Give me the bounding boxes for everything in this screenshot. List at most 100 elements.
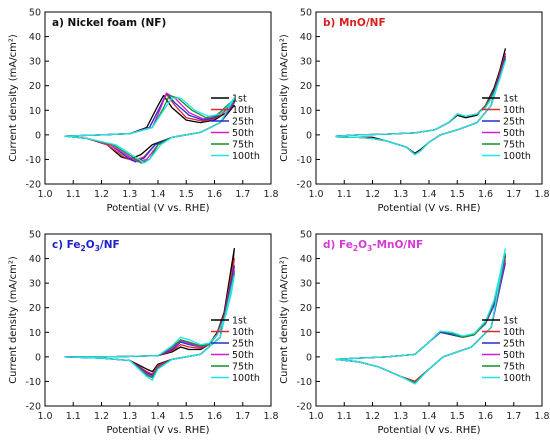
series-line-50th — [335, 257, 506, 384]
legend-label: 100th — [232, 151, 260, 162]
y-tick-label: 50 — [300, 230, 312, 241]
series-line-25th — [335, 55, 506, 156]
x-tick-label: 1.3 — [122, 411, 137, 422]
x-tick-label: 1.0 — [308, 189, 323, 200]
y-tick-label: -10 — [25, 155, 41, 166]
series-line-50th — [335, 58, 506, 156]
legend-label: 10th — [232, 327, 254, 338]
chart-panel-2: 1.0 1.1 1.2 1.3 1.4 1.5 1.6 1.7 1.8 -20 -10 0 10 20 30… — [279, 8, 550, 215]
chart-panel-4: 1.0 1.1 1.2 1.3 1.4 1.5 1.6 1.7 1.8 -20 -10 0 10 20 30… — [279, 230, 550, 437]
legend-label: 100th — [232, 373, 260, 384]
legend-label: 25th — [503, 117, 525, 128]
x-tick-label: 1.5 — [450, 411, 465, 422]
y-tick-label: 30 — [29, 57, 41, 68]
x-tick-label: 1.4 — [150, 411, 165, 422]
series-line-100th — [64, 97, 235, 164]
y-tick-label: 50 — [29, 8, 41, 19]
y-tick-label: 30 — [300, 279, 312, 290]
y-tick-label: 30 — [29, 279, 41, 290]
series-line-10th — [335, 53, 506, 156]
y-tick-label: 20 — [29, 81, 41, 92]
x-axis-label: Potential (V vs. RHE) — [106, 203, 209, 214]
x-tick-label: 1.6 — [207, 189, 222, 200]
x-tick-label: 1.8 — [534, 189, 549, 200]
legend-label: 1st — [503, 94, 518, 105]
legend-label: 1st — [232, 94, 247, 105]
series-line-1st — [64, 248, 235, 373]
legend-label: 25th — [232, 339, 254, 350]
legend-label: 75th — [503, 140, 525, 151]
x-tick-label: 1.6 — [478, 189, 493, 200]
y-tick-label: -20 — [296, 180, 312, 191]
y-tick-label: -20 — [296, 402, 312, 413]
x-tick-label: 1.7 — [235, 411, 250, 422]
legend-label: 75th — [232, 140, 254, 151]
y-tick-label: 40 — [300, 32, 312, 43]
x-tick-label: 1.4 — [421, 189, 436, 200]
y-axis-label: Current density (mA/cm²) — [279, 256, 290, 384]
x-tick-label: 1.3 — [393, 189, 408, 200]
y-tick-label: 20 — [300, 303, 312, 314]
panel-title: d) Fe2​O3​-MnO/NF — [323, 239, 423, 253]
legend-label: 75th — [232, 362, 254, 373]
y-axis-label: Current density (mA/cm²) — [8, 256, 19, 384]
y-tick-label: -10 — [296, 377, 312, 388]
panel-title: b) MnO/NF — [323, 17, 386, 29]
x-tick-label: 1.2 — [94, 189, 109, 200]
legend-label: 10th — [503, 105, 525, 116]
legend-label: 75th — [503, 362, 525, 373]
y-tick-label: 0 — [306, 130, 312, 141]
panel-title: a) Nickel foam (NF) — [52, 17, 166, 29]
x-tick-label: 1.5 — [179, 411, 194, 422]
series-line-100th — [335, 248, 506, 385]
y-tick-label: 50 — [29, 230, 41, 241]
x-tick-label: 1.0 — [308, 411, 323, 422]
y-tick-label: -20 — [25, 180, 41, 191]
legend-label: 50th — [232, 128, 254, 139]
y-tick-label: 30 — [300, 57, 312, 68]
x-tick-label: 1.4 — [421, 411, 436, 422]
y-tick-label: 0 — [35, 130, 41, 141]
x-tick-label: 1.7 — [235, 189, 250, 200]
chart-panel-3: 1.0 1.1 1.2 1.3 1.4 1.5 1.6 1.7 1.8 -20 -10 0 10 20 30… — [8, 230, 279, 437]
series-line-25th — [335, 262, 506, 384]
legend-label: 1st — [232, 316, 247, 327]
legend-label: 10th — [232, 105, 254, 116]
y-tick-label: 40 — [29, 32, 41, 43]
series-line-75th — [64, 94, 235, 164]
x-tick-label: 1.1 — [66, 189, 81, 200]
legend-label: 50th — [503, 350, 525, 361]
y-tick-label: 20 — [29, 303, 41, 314]
x-tick-label: 1.6 — [207, 411, 222, 422]
y-tick-label: 10 — [300, 328, 312, 339]
x-tick-label: 1.2 — [365, 411, 380, 422]
series-line-100th — [64, 275, 235, 381]
x-axis-label: Potential (V vs. RHE) — [377, 203, 480, 214]
x-tick-label: 1.8 — [263, 189, 278, 200]
x-tick-label: 1.7 — [506, 411, 521, 422]
x-tick-label: 1.6 — [478, 411, 493, 422]
x-tick-label: 1.8 — [534, 411, 549, 422]
x-tick-label: 1.1 — [337, 411, 352, 422]
y-tick-label: 10 — [29, 106, 41, 117]
legend-label: 25th — [503, 339, 525, 350]
series-line-75th — [335, 59, 506, 156]
y-tick-label: 0 — [306, 352, 312, 363]
series-line-50th — [64, 270, 235, 378]
legend-label: 1st — [503, 316, 518, 327]
y-tick-label: 0 — [35, 352, 41, 363]
x-tick-label: 1.5 — [179, 189, 194, 200]
x-axis-label: Potential (V vs. RHE) — [377, 425, 480, 436]
series-line-25th — [64, 265, 235, 376]
y-tick-label: 40 — [29, 254, 41, 265]
series-line-100th — [335, 60, 506, 156]
x-tick-label: 1.2 — [365, 189, 380, 200]
series-line-10th — [335, 260, 506, 383]
legend-label: 25th — [232, 117, 254, 128]
x-tick-label: 1.5 — [450, 189, 465, 200]
legend-label: 100th — [503, 151, 531, 162]
legend-label: 10th — [503, 327, 525, 338]
y-tick-label: 40 — [300, 254, 312, 265]
legend-label: 50th — [503, 128, 525, 139]
